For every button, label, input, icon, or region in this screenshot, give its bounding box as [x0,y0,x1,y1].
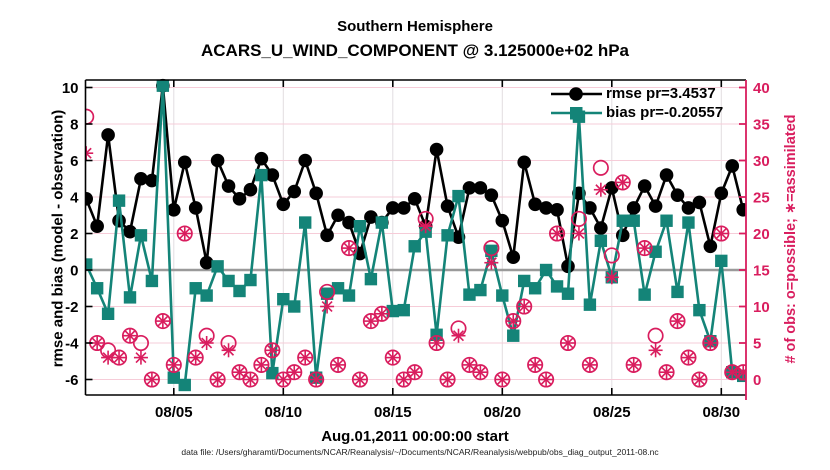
svg-text:0: 0 [753,372,761,389]
svg-text:10: 10 [62,80,79,97]
svg-text:15: 15 [753,263,770,280]
figure-subtitle: ACARS_U_WIND_COMPONENT @ 3.125000e+02 hP… [200,41,630,60]
data-file-caption: data file: /Users/gharamti/Documents/NCA… [181,447,659,457]
legend-label-bias: bias pr=-0.20557 [606,104,724,121]
svg-text:-2: -2 [65,299,78,316]
figure-title: Southern Hemisphere [337,18,493,35]
svg-text:08/25: 08/25 [593,404,631,421]
svg-text:08/20: 08/20 [484,404,522,421]
svg-text:08/30: 08/30 [703,404,741,421]
svg-text:2: 2 [70,226,78,243]
svg-text:40: 40 [753,80,770,97]
svg-text:08/10: 08/10 [265,404,303,421]
right-axis-label: # of obs: o=possible; ∗=assimilated [783,114,799,364]
svg-text:08/15: 08/15 [374,404,412,421]
legend: rmse pr=3.4537 bias pr=-0.20557 [550,84,723,122]
bias-marker-icon [551,106,602,119]
svg-text:4: 4 [70,190,79,207]
svg-text:5: 5 [753,336,761,353]
svg-text:0: 0 [70,263,78,280]
svg-text:30: 30 [753,153,770,170]
legend-label-rmse: rmse pr=3.4537 [606,85,716,102]
rmse-marker-icon [551,86,602,101]
svg-text:08/05: 08/05 [155,404,193,421]
svg-text:-6: -6 [65,372,78,389]
svg-text:10: 10 [753,299,770,316]
svg-text:6: 6 [70,153,78,170]
svg-text:8: 8 [70,117,78,134]
left-axis-label: rmse and bias (model - observation) [49,109,67,368]
svg-text:25: 25 [753,190,770,207]
svg-text:20: 20 [753,226,770,243]
legend-row-bias: bias pr=-0.20557 [550,103,723,122]
x-axis-label: Aug.01,2011 00:00:00 start [321,428,509,445]
legend-row-rmse: rmse pr=3.4537 [550,84,723,103]
svg-text:35: 35 [753,117,770,134]
svg-text:-4: -4 [65,336,79,353]
